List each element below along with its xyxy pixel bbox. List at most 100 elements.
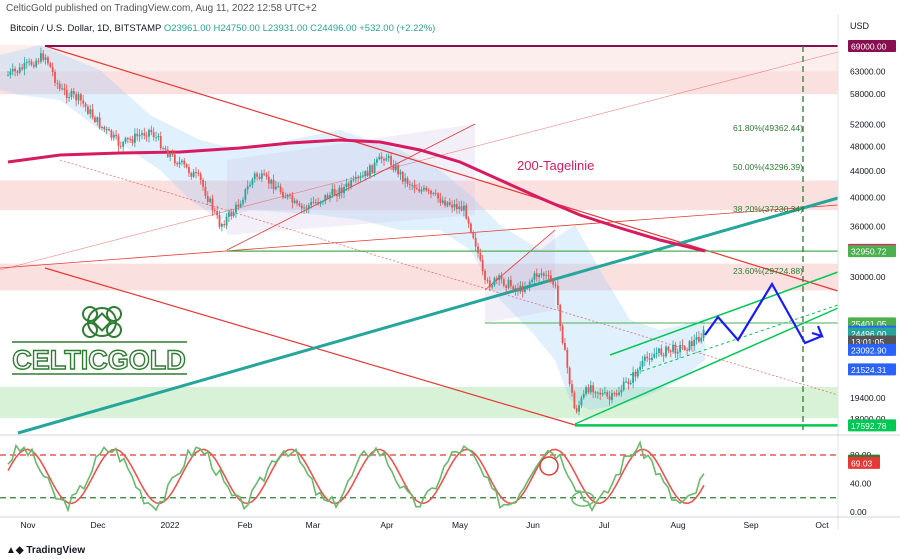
candle-body xyxy=(326,195,329,199)
price-tick-label: 58000.00 xyxy=(850,89,886,99)
ohlc-values: O23961.00 H24750.00 L23931.00 C24496.00 … xyxy=(163,23,436,34)
candle-body xyxy=(613,393,616,394)
candle-body xyxy=(571,384,573,393)
candle-body xyxy=(528,282,531,286)
candle-body xyxy=(336,194,338,197)
candle-body xyxy=(131,139,134,143)
candle-body xyxy=(171,154,174,155)
candle-body xyxy=(166,149,169,157)
candle-body xyxy=(385,158,388,161)
candle-body xyxy=(695,336,698,340)
candle-body xyxy=(564,342,566,350)
candle-body xyxy=(284,197,287,198)
candle-body xyxy=(199,173,202,181)
candle-body xyxy=(507,279,510,288)
candle-body xyxy=(258,176,261,179)
candle-body xyxy=(105,129,108,130)
candle-body xyxy=(155,137,157,138)
time-tick-label: May xyxy=(452,520,469,530)
candle-body xyxy=(547,275,550,277)
candle-body xyxy=(101,126,103,128)
candle-body xyxy=(220,224,223,227)
candle-body xyxy=(157,136,160,138)
candle-body xyxy=(554,284,557,286)
price-tag-bg xyxy=(848,245,896,258)
candle-body xyxy=(493,278,496,286)
candle-body xyxy=(373,162,376,173)
candle-body xyxy=(378,156,381,160)
candle-body xyxy=(629,382,632,384)
candle-body xyxy=(134,133,136,143)
candle-body xyxy=(61,88,63,90)
candle-body xyxy=(211,198,214,211)
time-tick-label: 2022 xyxy=(161,520,180,530)
purple-flag-box xyxy=(485,230,555,323)
candle-body xyxy=(239,203,242,207)
time-tick-label: Feb xyxy=(238,520,253,530)
forecast-path xyxy=(704,281,823,345)
candle-body xyxy=(622,381,625,390)
candles xyxy=(7,47,705,416)
candle-body xyxy=(223,224,226,226)
candle-body xyxy=(416,188,418,190)
candle-body xyxy=(549,275,552,281)
candle-body xyxy=(25,62,28,63)
celticgold-logo: CELTICGOLD xyxy=(12,306,187,376)
candle-body xyxy=(401,171,404,182)
candle-body xyxy=(474,237,477,247)
candle-body xyxy=(263,173,266,175)
candle-body xyxy=(298,203,301,206)
candle-body xyxy=(117,136,120,146)
candle-body xyxy=(676,352,679,354)
candle-body xyxy=(324,195,327,202)
price-axis-bg xyxy=(838,0,900,530)
candle-body xyxy=(329,194,331,199)
candle-body xyxy=(383,158,385,161)
candle-body xyxy=(430,190,432,194)
candle-body xyxy=(75,94,78,101)
candle-body xyxy=(21,67,23,70)
candle-body xyxy=(465,205,468,219)
candle-body xyxy=(406,178,409,185)
candle-body xyxy=(634,372,637,377)
candle-body xyxy=(228,212,230,217)
candle-body xyxy=(338,187,341,197)
candle-body xyxy=(136,133,139,137)
candle-body xyxy=(679,344,681,353)
candle-body xyxy=(40,53,42,62)
time-tick-label: Sep xyxy=(743,520,758,530)
fib-label: 38.20%(37230.34) xyxy=(733,204,803,214)
candle-body xyxy=(98,117,101,128)
candle-body xyxy=(481,260,484,271)
candle-body xyxy=(181,160,183,163)
stoch-k-line xyxy=(7,440,705,513)
candle-body xyxy=(115,134,117,137)
candle-body xyxy=(484,270,486,281)
candle-body xyxy=(359,176,362,179)
candle-body xyxy=(32,64,35,67)
time-tick-label: Apr xyxy=(380,520,393,530)
tradingview-footer[interactable]: ▲◆ TradingView xyxy=(6,545,85,556)
candle-body xyxy=(209,198,211,202)
candle-body xyxy=(448,202,451,205)
candle-body xyxy=(265,174,268,177)
candle-body xyxy=(620,389,623,393)
candle-body xyxy=(122,142,125,147)
candle-body xyxy=(498,275,501,281)
candle-body xyxy=(587,387,590,393)
green-channel-lower xyxy=(574,307,839,425)
candle-body xyxy=(596,392,599,394)
ma200-line xyxy=(7,138,706,253)
candle-body xyxy=(455,204,458,210)
candle-body xyxy=(512,286,515,291)
price-tag-label: 24496.00 xyxy=(851,329,887,339)
price-tick-label: 63000.00 xyxy=(850,66,886,76)
ma200-label: 200-Tagelinie xyxy=(517,158,594,173)
candle-body xyxy=(89,109,92,114)
candle-body xyxy=(540,273,543,275)
candle-body xyxy=(686,349,689,351)
candle-body xyxy=(472,232,475,238)
candle-body xyxy=(361,176,364,177)
candle-body xyxy=(470,223,472,233)
candle-body xyxy=(246,186,249,190)
